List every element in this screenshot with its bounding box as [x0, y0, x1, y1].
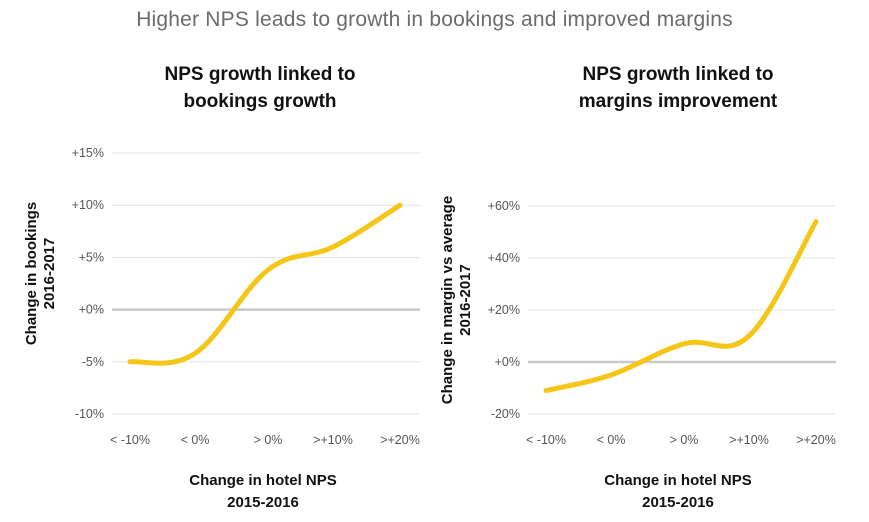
x-tick-label: >+20%: [796, 433, 836, 447]
y-tick-label: -5%: [82, 355, 104, 369]
y-tick-label: +15%: [72, 146, 104, 160]
y-tick-label: +40%: [488, 251, 520, 265]
x-tick-label: >+20%: [380, 433, 420, 447]
x-axis-label: 2015-2016: [227, 494, 299, 511]
x-tick-label: >+10%: [729, 433, 769, 447]
x-axis-label: Change in hotel NPS: [604, 472, 752, 489]
x-axis-label: 2015-2016: [642, 494, 714, 511]
y-axis-label: 2016-2017: [457, 264, 474, 336]
y-axis-label: Change in margin vs average: [439, 196, 456, 404]
x-tick-label: < 0%: [597, 433, 626, 447]
x-tick-label: > 0%: [254, 433, 283, 447]
x-tick-label: < 0%: [181, 433, 210, 447]
y-tick-label: -10%: [75, 407, 104, 421]
x-tick-label: >+10%: [313, 433, 353, 447]
x-tick-label: < -10%: [526, 433, 566, 447]
y-axis-label: Change in bookings: [23, 202, 40, 345]
chart-title-line: bookings growth: [183, 91, 336, 112]
y-tick-label: +5%: [79, 250, 104, 264]
y-tick-label: +20%: [488, 303, 520, 317]
y-tick-label: -20%: [491, 407, 520, 421]
page-title: Higher NPS leads to growth in bookings a…: [136, 8, 733, 31]
x-tick-label: < -10%: [110, 433, 150, 447]
chart-title-line: NPS growth linked to: [164, 64, 355, 85]
y-tick-label: +10%: [72, 198, 104, 212]
chart-title-line: margins improvement: [579, 91, 778, 112]
series-line: [543, 219, 819, 394]
x-tick-label: > 0%: [670, 433, 699, 447]
y-tick-label: +60%: [488, 199, 520, 213]
y-tick-label: +0%: [79, 303, 104, 317]
y-axis-label: 2016-2017: [41, 238, 58, 310]
y-tick-label: +0%: [495, 355, 520, 369]
chart-title-line: NPS growth linked to: [582, 64, 773, 85]
x-axis-label: Change in hotel NPS: [189, 472, 337, 489]
